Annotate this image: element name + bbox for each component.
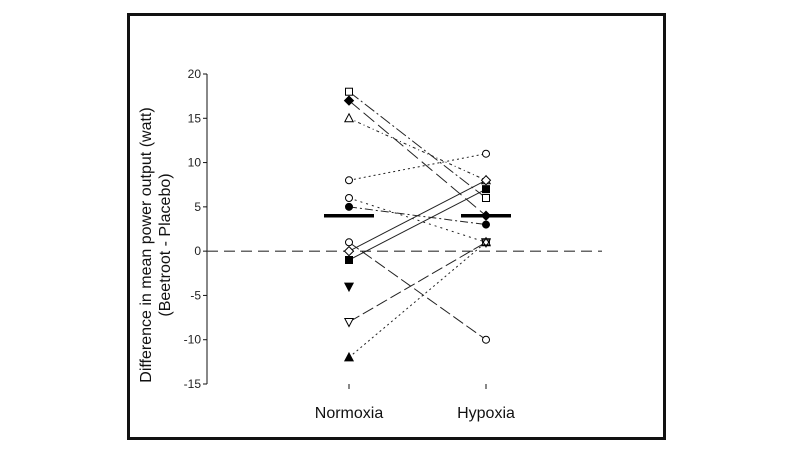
marker-open-circle xyxy=(345,238,353,247)
marker-filled-diamond xyxy=(343,95,355,106)
x-category-label: Normoxia xyxy=(315,405,384,422)
series-line xyxy=(348,179,487,252)
series-line xyxy=(348,241,487,341)
marker-filled-square xyxy=(345,256,353,264)
x-category-label: Hypoxia xyxy=(457,405,515,422)
series-line xyxy=(348,241,487,358)
y-tick-label: -5 xyxy=(190,288,201,302)
marker-open-triangle-down xyxy=(343,318,355,328)
y-tick-label: 0 xyxy=(194,244,201,258)
series-line xyxy=(348,197,487,243)
marker-filled-circle xyxy=(482,220,490,229)
marker-filled-circle xyxy=(345,202,353,211)
marker-open-triangle-up xyxy=(343,112,355,123)
marker-open-star xyxy=(481,236,491,248)
data-markers xyxy=(343,87,492,362)
series-line xyxy=(348,117,487,181)
series-line xyxy=(348,241,487,323)
chart-plot: Difference in mean power output (watt) (… xyxy=(138,67,602,422)
series-line xyxy=(348,153,487,181)
marker-open-square xyxy=(482,194,490,202)
y-tick-label: 5 xyxy=(194,200,201,214)
figure-frame: Difference in mean power output (watt) (… xyxy=(127,13,666,440)
marker-open-circle xyxy=(482,335,490,344)
y-tick-label: -10 xyxy=(184,333,202,347)
marker-open-diamond xyxy=(343,245,355,257)
y-tick-label: -15 xyxy=(184,377,202,391)
series-line xyxy=(348,188,487,261)
y-axis-title: Difference in mean power output (watt) (… xyxy=(138,107,174,382)
series-lines xyxy=(348,91,487,358)
y-axis-title-line2: (Beetroot - Placebo) xyxy=(157,173,174,316)
y-tick-label: 20 xyxy=(188,67,202,81)
marker-open-circle xyxy=(482,149,490,158)
marker-filled-triangle-up xyxy=(343,351,355,362)
marker-filled-square xyxy=(482,185,490,194)
series-line xyxy=(348,100,487,217)
marker-filled-diamond xyxy=(480,210,492,221)
y-tick-label: 15 xyxy=(188,111,202,125)
marker-filled-triangle-down xyxy=(343,282,355,293)
y-axis-title-line1: Difference in mean power output (watt) xyxy=(138,107,155,382)
series-line xyxy=(348,91,487,199)
marker-open-square xyxy=(345,87,353,96)
y-tick-label: 10 xyxy=(188,156,202,170)
axes: 20 15 10 5 0 -5 -10 -15 Normoxia Hypoxia xyxy=(184,67,515,422)
marker-open-circle xyxy=(345,194,353,202)
marker-open-diamond xyxy=(480,175,492,186)
marker-open-circle xyxy=(345,176,353,185)
